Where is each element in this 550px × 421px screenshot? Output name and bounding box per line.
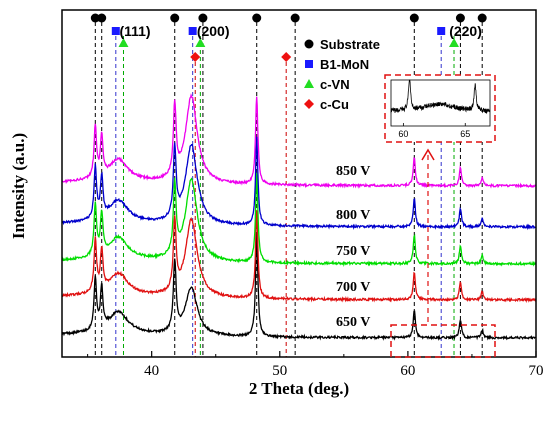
phase-marker	[449, 38, 460, 47]
miller-label: (200)	[197, 23, 230, 39]
legend-marker	[304, 39, 314, 49]
curve-800-v	[61, 136, 536, 231]
phase-marker	[409, 13, 419, 23]
reference-lines	[94, 22, 483, 357]
x-tick-label: 70	[529, 363, 544, 379]
curve-700-v	[61, 210, 537, 304]
inset: 60 65	[384, 74, 496, 143]
x-tick-label: 60	[400, 363, 415, 379]
legend-marker	[304, 99, 314, 109]
highlight-box	[390, 324, 496, 358]
miller-label: (220)	[449, 23, 482, 39]
voltage-label: 850 V	[336, 164, 370, 179]
legend-label: c-Cu	[320, 97, 349, 112]
voltage-label: 800 V	[336, 208, 370, 223]
legend-marker	[305, 60, 313, 68]
phase-marker	[281, 52, 292, 62]
phase-marker	[170, 13, 180, 23]
legend: Substrate B1-MoN c-VN c-Cu	[304, 37, 380, 112]
plot-frame	[61, 9, 537, 358]
phase-marker	[188, 27, 197, 35]
phase-marker	[190, 52, 201, 62]
miller-labels: (111) (200) (220)	[119, 23, 481, 39]
phase-marker	[90, 13, 100, 23]
inset-tick-label: 65	[460, 129, 470, 139]
phase-markers	[90, 13, 487, 62]
inset-axes	[390, 79, 491, 127]
legend-marker	[304, 79, 314, 88]
voltage-label: 750 V	[336, 244, 370, 259]
x-axis-label: 2 Theta (deg.)	[249, 379, 349, 398]
phase-marker	[198, 13, 208, 23]
phase-marker	[437, 27, 446, 35]
phase-marker	[252, 13, 262, 23]
y-axis-label: Intensity (a.u.)	[9, 133, 28, 239]
curve-850-v	[61, 93, 536, 189]
voltage-label: 700 V	[336, 280, 370, 295]
phase-marker	[290, 13, 300, 23]
inset-tick-label: 60	[398, 129, 408, 139]
legend-label: Substrate	[320, 37, 380, 52]
legend-label: B1-MoN	[320, 57, 369, 72]
phase-marker	[195, 38, 206, 47]
voltage-label: 650 V	[336, 315, 370, 330]
miller-label: (111)	[119, 23, 150, 39]
legend-label: c-VN	[320, 77, 350, 92]
voltage-labels: 650 V 700 V 750 V 800 V 850 V	[336, 164, 370, 330]
x-tick-label: 50	[272, 363, 287, 379]
x-tick-label: 40	[144, 363, 159, 379]
curve-750-v	[61, 172, 537, 267]
phase-marker	[97, 13, 107, 23]
phase-marker	[477, 13, 487, 23]
highlight-arrow-head	[421, 148, 435, 161]
highlight-annotation	[390, 148, 496, 358]
x-ticks: 40 50 60 70	[87, 351, 544, 379]
phase-marker	[111, 27, 120, 35]
phase-marker	[455, 13, 465, 23]
curve-650-v	[61, 232, 536, 342]
inset-curve	[390, 79, 491, 115]
phase-marker	[118, 38, 129, 47]
diffraction-curves	[61, 93, 537, 342]
